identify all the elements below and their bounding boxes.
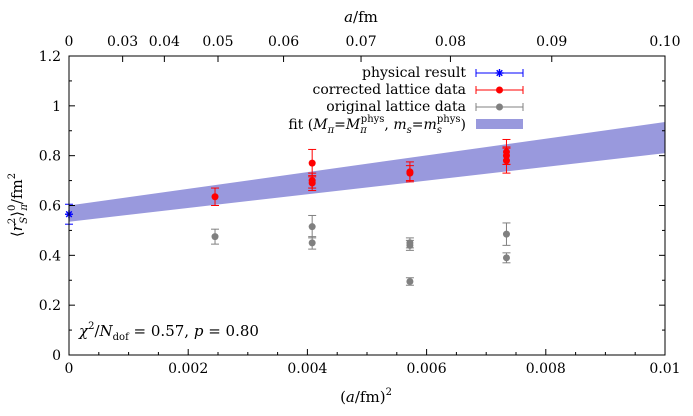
legend-symbol-fit	[476, 119, 523, 129]
top-tick-label: 0.04	[149, 34, 180, 50]
top-tick-label: 0.10	[649, 34, 680, 50]
x-tick-label: 0.008	[526, 361, 566, 377]
y-axis-label: ⟨r2S⟩0π/fm2	[7, 173, 30, 237]
point-corrected	[211, 193, 219, 201]
star-stroke	[496, 69, 503, 77]
x-tick-label: 0	[65, 361, 74, 377]
legend-star	[495, 69, 504, 77]
y-tick-label: 0.2	[39, 298, 61, 314]
x-tick-label: 0.01	[649, 361, 680, 377]
point-original	[308, 239, 316, 247]
y-tick-label: 0.6	[39, 199, 61, 215]
top-tick-label: 0.05	[202, 34, 233, 50]
point-original	[406, 277, 414, 285]
top-tick-label: 0.08	[435, 34, 466, 50]
legend: physical result corrected lattice data o…	[288, 65, 524, 136]
point-corrected	[308, 179, 316, 187]
x-axis-label: (a/fm)2	[340, 387, 392, 406]
x-tick-label: 0.006	[407, 361, 447, 377]
plot-frame	[68, 55, 666, 356]
fit-band-layer	[69, 122, 665, 222]
legend-label-original: original lattice data	[326, 99, 466, 115]
top-axis-label: a/fm	[344, 8, 378, 26]
legend-dot	[496, 103, 503, 111]
point-original	[308, 223, 316, 231]
top-tick-label: 0.06	[268, 34, 299, 50]
top-tick-label: 0.07	[345, 34, 376, 50]
y-tick-label: 0.8	[39, 149, 61, 165]
legend-dot	[496, 86, 503, 94]
legend-symbol-corrected	[475, 86, 524, 94]
x-tick-label: 0.002	[168, 361, 208, 377]
point-corrected	[502, 157, 510, 165]
legend-symbol-physical	[475, 69, 524, 77]
legend-label-physical: physical result	[362, 65, 466, 81]
legend-symbol-original	[475, 103, 524, 111]
x-tick-label: 0.004	[287, 361, 327, 377]
fit-band	[69, 122, 665, 222]
y-tick-label: 0.4	[39, 248, 61, 264]
ticks-layer: 0 0.002 0.004 0.006 0.008 0.01 0 0.2 0.4 0.6 0.8 1 1…	[39, 34, 681, 377]
point-original	[406, 241, 414, 249]
top-tick-label: 0.03	[107, 34, 138, 50]
fit-quality-annotation: χ2/Ndof = 0.57, p = 0.80	[78, 321, 259, 343]
point-original	[502, 254, 510, 262]
y-tick-label: 0	[52, 348, 61, 364]
point-original	[211, 233, 219, 241]
point-original	[502, 230, 510, 238]
top-tick-label: 0	[65, 34, 74, 50]
points-layer	[65, 138, 511, 286]
legend-label-fit: fit (Mπ=Mπphys, ms=msphys)	[288, 114, 466, 136]
top-tick-label: 0.09	[536, 34, 567, 50]
y-tick-label: 1	[52, 99, 61, 115]
legend-label-corrected: corrected lattice data	[312, 82, 466, 98]
y-tick-label: 1.2	[39, 49, 61, 65]
point-corrected	[406, 169, 414, 177]
point-corrected	[308, 159, 316, 167]
